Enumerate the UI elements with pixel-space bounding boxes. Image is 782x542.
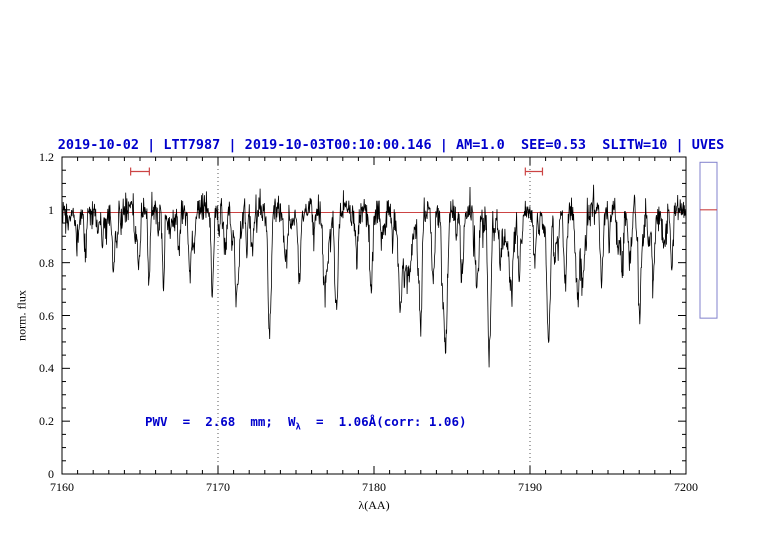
x-tick-label: 7190 bbox=[518, 480, 542, 494]
pwv-annotation-suffix: = 1.06Å(corr: 1.06) bbox=[300, 414, 467, 429]
plot-frame bbox=[61, 156, 687, 475]
pwv-annotation-sub: λ bbox=[295, 422, 301, 433]
line-measure-markers bbox=[130, 167, 544, 176]
spectrum-trace bbox=[62, 184, 686, 368]
y-tick-label: 0.2 bbox=[39, 414, 54, 428]
x-tick-label: 7200 bbox=[674, 480, 698, 494]
y-tick-label: 0 bbox=[48, 467, 54, 481]
y-tick-label: 0.8 bbox=[39, 256, 54, 270]
x-tick-label: 7180 bbox=[362, 480, 386, 494]
plot-title: 2019-10-02 | LTT7987 | 2019-10-03T00:10:… bbox=[57, 137, 725, 153]
y-tick-label: 1.2 bbox=[39, 150, 54, 164]
side-colorbar bbox=[699, 161, 718, 319]
x-tick-label: 7170 bbox=[206, 480, 230, 494]
y-tick-label: 0.6 bbox=[39, 309, 54, 323]
x-axis-label: λ(AA) bbox=[358, 498, 390, 512]
pwv-annotation-prefix: PWV = 2.68 mm; W bbox=[145, 414, 296, 429]
x-tick-label: 7160 bbox=[50, 480, 74, 494]
y-tick-label: 0.4 bbox=[39, 361, 54, 375]
y-tick-label: 1 bbox=[48, 203, 54, 217]
pwv-annotation: PWV = 2.68 mm; Wλ = 1.06Å(corr: 1.06) bbox=[145, 414, 467, 433]
